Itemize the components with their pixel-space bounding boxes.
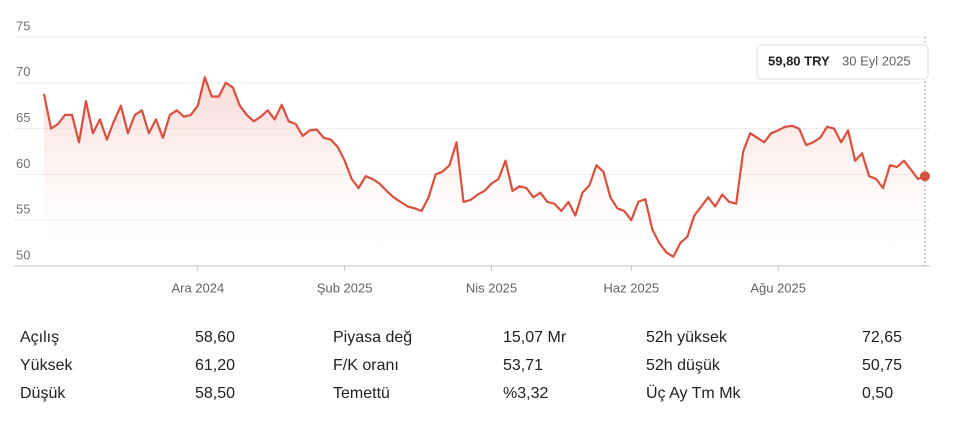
stat-value: 0,50 [862,385,893,402]
stat-value: 58,60 [195,329,235,346]
stat-value: %3,32 [503,385,548,402]
stat-label: 52h yüksek [646,329,728,346]
y-tick-label: 75 [16,18,30,33]
stat-value: 61,20 [195,357,235,374]
x-tick-label: Ağu 2025 [750,280,806,295]
y-tick-label: 55 [16,202,30,217]
tooltip-price: 59,80 TRY [768,53,830,68]
y-tick-label: 60 [16,156,30,171]
stat-label: F/K oranı [333,357,399,374]
x-tick-label: Nis 2025 [466,280,517,295]
last-point [920,171,930,182]
tooltip-box [756,44,929,80]
price-line [42,76,926,258]
y-tick-label: 70 [16,64,30,79]
stat-value: 58,50 [195,385,235,402]
stat-label: 52h düşük [646,357,721,374]
stat-label: Yüksek [20,357,73,374]
stat-value: 53,71 [503,357,543,374]
stat-value: 50,75 [862,357,902,374]
area [44,77,925,266]
stat-value: 15,07 Mr [503,329,567,346]
y-tick-label: 50 [16,247,30,262]
stat-label: Temettü [333,385,390,402]
stat-label: Açılış [20,329,59,346]
stats: Açılış 58,60 Yüksek 61,20 Düşük 58,50 Piyasa d… [20,329,902,402]
x-tick-label: Şub 2025 [317,280,373,295]
x-tick-label: Haz 2025 [604,280,660,295]
stat-label: Üç Ay Tm Mk [646,384,742,402]
y-tick-label: 65 [16,110,30,125]
stat-label: Piyasa değ [333,329,412,346]
x-tick-label: Ara 2024 [171,280,224,295]
tooltip-date: 30 Eyl 2025 [842,53,911,68]
stat-value: 72,65 [862,329,902,346]
chart: 50 55 60 65 70 75 Ara 2024 Şub 2025 Nis 2025 Haz … [14,18,930,295]
stat-label: Düşük [20,385,66,402]
